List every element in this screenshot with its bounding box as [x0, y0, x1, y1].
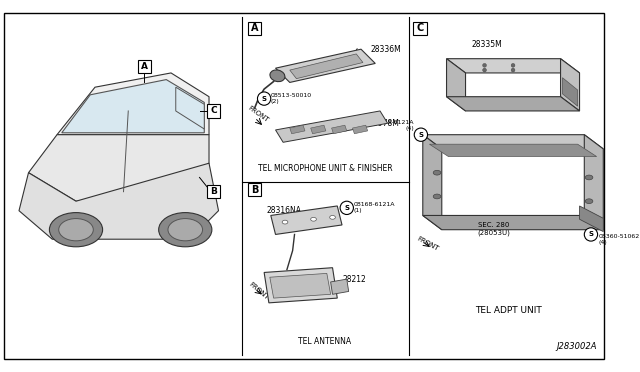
Polygon shape — [271, 206, 342, 234]
Ellipse shape — [585, 199, 593, 203]
Polygon shape — [423, 215, 604, 230]
Ellipse shape — [585, 175, 593, 180]
Ellipse shape — [59, 219, 93, 241]
Circle shape — [511, 64, 515, 67]
Text: 08168-6121A
(4): 08168-6121A (4) — [372, 120, 414, 131]
Polygon shape — [447, 97, 580, 111]
Polygon shape — [580, 206, 604, 232]
Circle shape — [584, 228, 598, 241]
Polygon shape — [447, 59, 465, 111]
Bar — [207, 185, 220, 198]
Text: A: A — [251, 23, 259, 33]
Polygon shape — [563, 78, 578, 106]
Polygon shape — [176, 87, 204, 129]
Text: 28335M: 28335M — [471, 40, 502, 49]
Ellipse shape — [433, 170, 441, 175]
Circle shape — [483, 68, 486, 72]
Bar — [138, 60, 151, 73]
Polygon shape — [353, 125, 368, 134]
Text: C: C — [416, 23, 424, 33]
Bar — [207, 104, 220, 118]
Circle shape — [414, 128, 428, 141]
Ellipse shape — [270, 70, 285, 81]
Polygon shape — [310, 125, 326, 134]
Text: 08513-50010
(2): 08513-50010 (2) — [271, 93, 312, 104]
Ellipse shape — [282, 220, 288, 224]
Polygon shape — [276, 111, 388, 142]
Text: SEC. 280
(28053U): SEC. 280 (28053U) — [477, 222, 511, 235]
Text: S: S — [344, 205, 349, 211]
Bar — [248, 22, 261, 35]
Ellipse shape — [159, 213, 212, 247]
Text: TEL ANTENNA: TEL ANTENNA — [298, 337, 351, 346]
Polygon shape — [447, 59, 580, 73]
Polygon shape — [270, 273, 331, 298]
Polygon shape — [561, 59, 580, 111]
Polygon shape — [29, 135, 209, 201]
Ellipse shape — [49, 213, 102, 247]
Text: 28212: 28212 — [342, 275, 366, 283]
Circle shape — [257, 92, 271, 105]
Polygon shape — [429, 144, 596, 157]
Polygon shape — [584, 135, 604, 230]
Polygon shape — [423, 135, 442, 230]
Ellipse shape — [330, 215, 335, 219]
Polygon shape — [290, 54, 363, 78]
Text: FRONT: FRONT — [247, 105, 270, 123]
Bar — [413, 22, 427, 35]
Circle shape — [511, 68, 515, 72]
Text: C: C — [211, 106, 217, 115]
Polygon shape — [264, 268, 337, 303]
Polygon shape — [19, 163, 218, 239]
Text: FRONT: FRONT — [248, 282, 269, 301]
Circle shape — [483, 64, 486, 67]
Polygon shape — [61, 80, 204, 133]
Circle shape — [340, 201, 353, 215]
Ellipse shape — [433, 194, 441, 199]
Polygon shape — [57, 73, 209, 135]
Ellipse shape — [168, 219, 202, 241]
Ellipse shape — [310, 217, 316, 221]
Polygon shape — [276, 49, 375, 83]
Text: 08168-6121A
(1): 08168-6121A (1) — [353, 202, 395, 213]
Text: B: B — [211, 187, 217, 196]
Polygon shape — [332, 125, 347, 134]
Text: B: B — [251, 185, 259, 195]
Text: 08360-51062
(4): 08360-51062 (4) — [598, 234, 640, 245]
Bar — [248, 183, 261, 196]
Polygon shape — [290, 125, 305, 134]
Text: S: S — [419, 132, 424, 138]
Text: 28336M: 28336M — [371, 45, 401, 54]
Text: J283002A: J283002A — [556, 342, 596, 351]
Polygon shape — [423, 135, 604, 149]
Polygon shape — [331, 279, 349, 294]
Text: TEL MICROPHONE UNIT & FINISHER: TEL MICROPHONE UNIT & FINISHER — [258, 164, 392, 173]
Text: S: S — [588, 231, 593, 237]
Text: S: S — [262, 96, 267, 102]
Text: TEL ADPT UNIT: TEL ADPT UNIT — [475, 306, 541, 315]
Text: 73978M: 73978M — [369, 119, 399, 128]
Text: 28316NA: 28316NA — [266, 206, 301, 215]
Text: FRONT: FRONT — [416, 236, 440, 252]
Text: A: A — [141, 62, 148, 71]
